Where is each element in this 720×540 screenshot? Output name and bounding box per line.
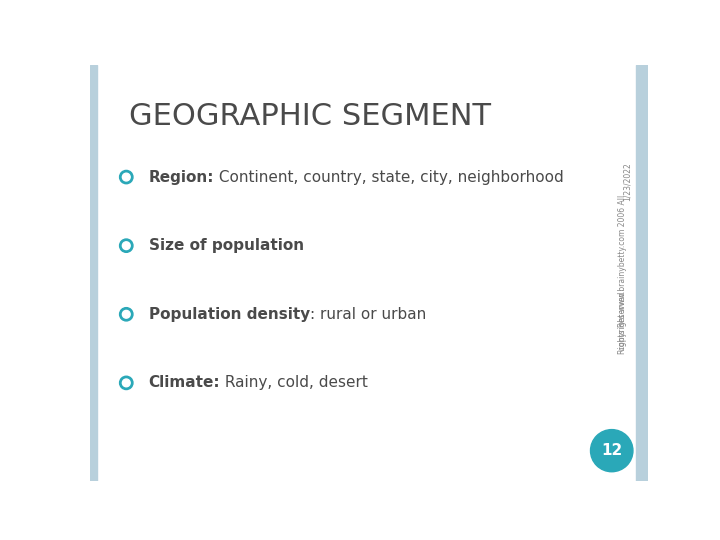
Ellipse shape: [122, 310, 130, 318]
Bar: [90, 65, 96, 481]
Text: Rights Reserved: Rights Reserved: [618, 292, 627, 354]
Text: copyright www.brainybetty.com 2006 All: copyright www.brainybetty.com 2006 All: [618, 195, 627, 350]
Text: 1/23/2022: 1/23/2022: [622, 162, 631, 200]
Text: Population density: Population density: [148, 307, 310, 322]
Text: Continent, country, state, city, neighborhood: Continent, country, state, city, neighbo…: [214, 170, 564, 185]
Text: Region:: Region:: [148, 170, 214, 185]
Ellipse shape: [120, 171, 133, 184]
Ellipse shape: [122, 242, 130, 249]
Ellipse shape: [120, 376, 133, 389]
Text: Size of population: Size of population: [148, 238, 304, 253]
Text: Rainy, cold, desert: Rainy, cold, desert: [220, 375, 368, 390]
Text: GEOGRAPHIC SEGMENT: GEOGRAPHIC SEGMENT: [129, 102, 491, 131]
Ellipse shape: [122, 379, 130, 387]
Ellipse shape: [120, 239, 133, 252]
Text: 12: 12: [601, 443, 622, 458]
Bar: [636, 65, 648, 481]
Text: : rural or urban: : rural or urban: [310, 307, 426, 322]
Ellipse shape: [590, 430, 633, 472]
Ellipse shape: [120, 308, 133, 321]
Ellipse shape: [122, 173, 130, 181]
Text: Climate:: Climate:: [148, 375, 220, 390]
